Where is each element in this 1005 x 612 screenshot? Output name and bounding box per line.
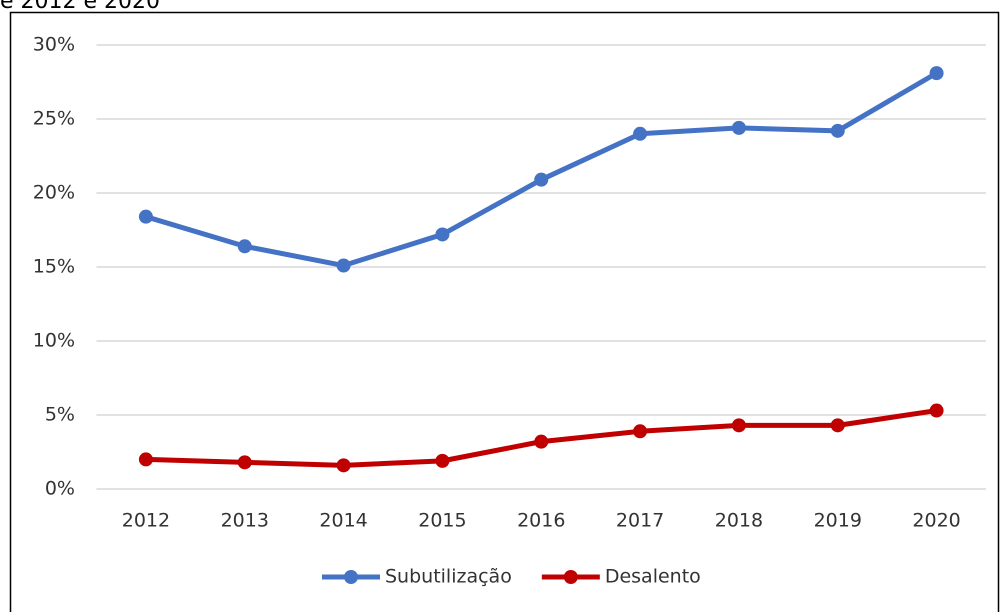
x-tick-label: 2016: [517, 510, 565, 532]
data-point: [336, 458, 351, 473]
x-tick-label: 2019: [814, 510, 862, 532]
y-tick-label: 30%: [33, 34, 75, 56]
data-point: [830, 123, 845, 138]
y-tick-label: 0%: [45, 478, 75, 500]
x-tick-label: 2018: [715, 510, 763, 532]
data-point: [929, 66, 944, 81]
data-point: [830, 418, 845, 433]
data-point: [138, 209, 153, 224]
data-point: [237, 455, 252, 470]
data-point: [731, 418, 746, 433]
x-tick-label: 2012: [122, 510, 170, 532]
y-tick-label: 15%: [33, 256, 75, 278]
legend-marker: [344, 570, 358, 584]
x-tick-label: 2014: [319, 510, 367, 532]
data-point: [237, 239, 252, 254]
chart-title: e 2012 e 2020: [0, 0, 160, 14]
data-point: [138, 452, 153, 467]
data-point: [731, 120, 746, 135]
y-tick-label: 20%: [33, 182, 75, 204]
data-point: [633, 424, 648, 439]
data-point: [633, 126, 648, 141]
data-point: [435, 453, 450, 468]
x-tick-label: 2020: [912, 510, 960, 532]
x-tick-label: 2017: [616, 510, 664, 532]
data-point: [929, 403, 944, 418]
legend-label: Subutilização: [385, 566, 512, 588]
data-point: [534, 172, 549, 187]
y-tick-label: 25%: [33, 108, 75, 130]
legend-marker: [563, 570, 578, 584]
x-tick-label: 2013: [221, 510, 269, 532]
data-point: [435, 227, 450, 242]
data-point: [534, 434, 549, 449]
y-tick-label: 10%: [33, 330, 75, 352]
chart-frame: [9, 11, 1000, 612]
x-tick-label: 2015: [418, 510, 466, 532]
data-point: [336, 258, 351, 273]
y-tick-label: 5%: [45, 404, 75, 426]
legend-label: Desalento: [605, 566, 701, 588]
